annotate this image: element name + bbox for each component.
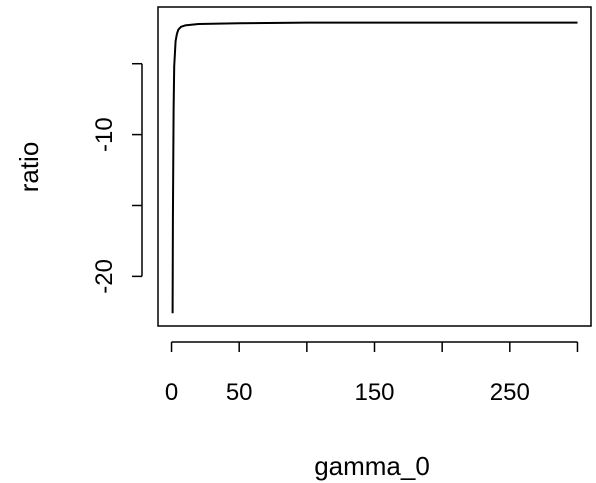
series-layer — [171, 21, 578, 314]
x-tick-label: 150 — [354, 379, 394, 406]
x-tick-label: 0 — [165, 379, 178, 406]
x-tick-label: 50 — [226, 379, 253, 406]
x-tick-label: 250 — [490, 379, 530, 406]
plot-frame — [157, 6, 592, 327]
series-line — [171, 21, 578, 314]
y-tick-label: -20 — [91, 259, 118, 294]
y-tick-label: -10 — [91, 117, 118, 152]
x-axis: 0 50 150 250 — [165, 341, 579, 406]
x-axis-title: gamma_0 — [314, 451, 430, 481]
y-axis-title: ratio — [14, 142, 44, 193]
y-axis: -20 -10 — [91, 62, 143, 294]
